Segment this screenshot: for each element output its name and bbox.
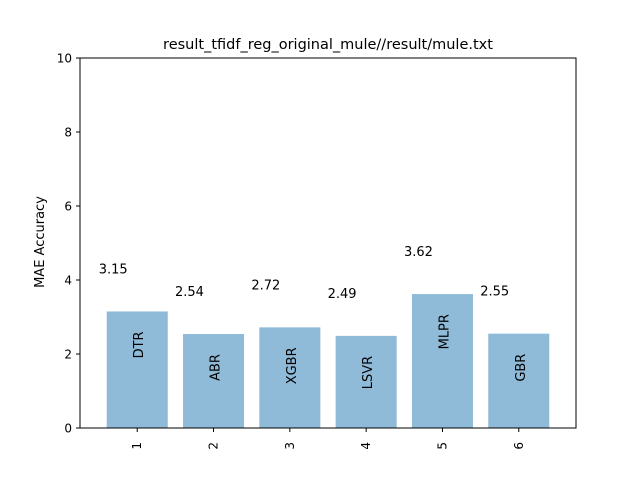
bar-name-6: GBR	[514, 354, 529, 382]
bar-name-3: XGBR	[285, 347, 300, 384]
y-axis: 0 2 4 6 8 10	[57, 52, 80, 436]
bar-name-4: LSVR	[361, 356, 376, 389]
chart-title: result_tfidf_reg_original_mule//result/m…	[163, 37, 493, 53]
y-tick-label-10: 10	[57, 52, 72, 66]
bars-group	[106, 294, 550, 428]
x-tick-label-2: 2	[207, 442, 221, 450]
value-label-2: 2.54	[175, 285, 204, 300]
y-tick-label-0: 0	[64, 422, 72, 436]
value-label-4: 2.49	[328, 287, 357, 302]
value-label-5: 3.62	[404, 245, 433, 260]
bar-4	[335, 335, 397, 428]
bar-name-2: ABR	[209, 354, 224, 381]
x-tick-label-3: 3	[283, 442, 297, 450]
value-label-1: 3.15	[99, 262, 128, 277]
value-label-3: 2.72	[251, 278, 280, 293]
y-tick-label-8: 8	[64, 126, 72, 140]
x-tick-label-6: 6	[512, 442, 526, 450]
x-tick-label-5: 5	[435, 442, 449, 450]
x-tick-label-4: 4	[359, 442, 373, 450]
bar-2	[183, 334, 245, 428]
bar-name-5: MLPR	[437, 314, 452, 349]
y-tick-label-6: 6	[64, 200, 72, 214]
value-label-6: 2.55	[480, 285, 509, 300]
annotations-group: 3.15 DTR 2.54 ABR 2.72 XGBR 2.49 LSVR 3.62 MLPR 2.…	[99, 245, 529, 389]
x-axis: 1 2 3 4 5 6	[130, 428, 526, 450]
bar-3	[259, 327, 321, 428]
y-tick-label-2: 2	[64, 348, 72, 362]
bar-6	[488, 333, 550, 428]
bar-5	[411, 294, 473, 428]
y-tick-label-4: 4	[64, 274, 72, 288]
bar-name-1: DTR	[132, 331, 147, 358]
plot-frame	[79, 57, 577, 429]
x-tick-label-1: 1	[130, 442, 144, 450]
y-axis-label: MAE Accuracy	[33, 196, 48, 288]
bar-1	[106, 311, 168, 428]
